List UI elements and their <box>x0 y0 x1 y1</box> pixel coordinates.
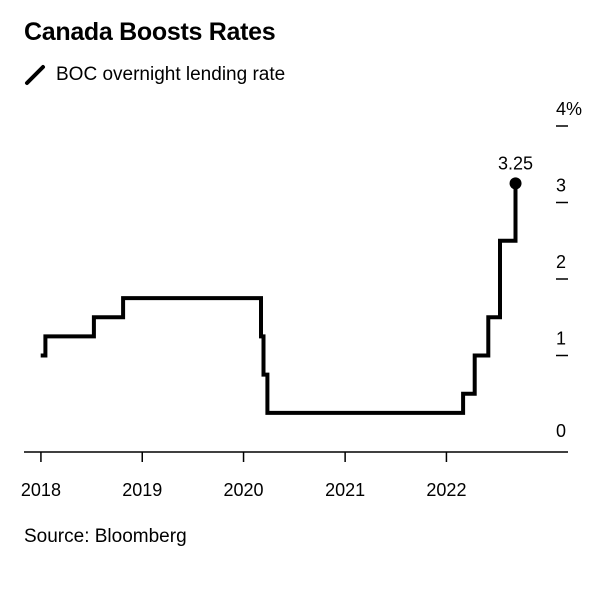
chart-title: Canada Boosts Rates <box>24 18 276 46</box>
legend-label: BOC overnight lending rate <box>56 64 286 85</box>
y-tick-label: 3 <box>556 176 566 196</box>
legend-line-swatch <box>25 65 45 85</box>
x-axis-ticks: 2018 2019 2020 2021 2022 <box>21 452 466 500</box>
series-end-label: 3.25 <box>498 153 533 173</box>
legend: BOC overnight lending rate <box>24 64 285 86</box>
series-line <box>40 183 518 415</box>
x-tick-label: 2018 <box>21 480 61 500</box>
x-tick-label: 2019 <box>122 480 162 500</box>
y-axis-ticks: 0 1 2 3 4% <box>556 99 582 441</box>
x-tick-label: 2021 <box>325 480 365 500</box>
y-tick-label: 2 <box>556 252 566 272</box>
x-tick-label: 2022 <box>426 480 466 500</box>
y-tick-label: 1 <box>556 329 566 349</box>
source-note: Source: Bloomberg <box>24 526 187 547</box>
y-tick-label: 4% <box>556 99 582 119</box>
x-tick-label: 2020 <box>224 480 264 500</box>
series-end-marker <box>509 177 522 190</box>
y-tick-label: 0 <box>556 421 566 441</box>
